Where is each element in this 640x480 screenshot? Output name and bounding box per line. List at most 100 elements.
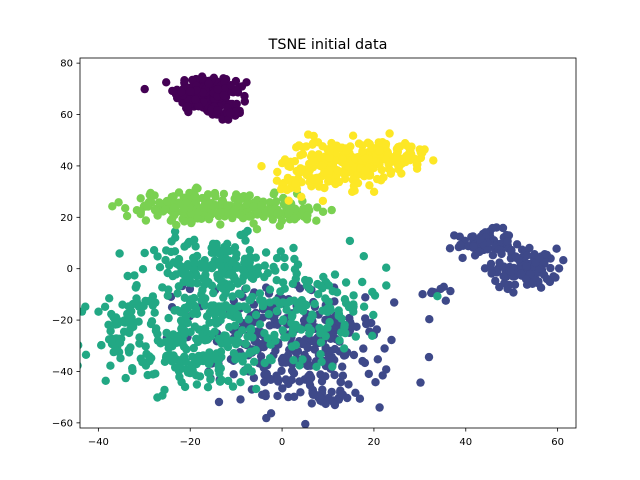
data-point: [272, 253, 282, 263]
data-point: [251, 253, 260, 262]
data-point: [296, 388, 305, 397]
data-point: [104, 320, 113, 329]
data-point: [293, 260, 303, 269]
y-tick-label: 40: [60, 161, 73, 172]
data-point: [381, 155, 391, 164]
data-point: [289, 392, 299, 401]
data-point: [208, 239, 218, 248]
data-point: [81, 350, 91, 359]
data-point: [198, 88, 208, 97]
data-point: [295, 361, 304, 370]
data-point: [339, 344, 349, 353]
data-point: [262, 413, 271, 423]
data-point: [106, 326, 115, 336]
data-point: [272, 276, 281, 285]
data-point: [382, 365, 391, 374]
data-point: [280, 262, 289, 272]
data-point: [367, 143, 376, 152]
data-point: [528, 279, 537, 288]
data-point: [228, 382, 238, 391]
x-tick-label: −40: [88, 437, 109, 448]
data-point: [495, 282, 504, 292]
data-point: [124, 318, 134, 327]
data-point: [174, 254, 184, 264]
data-point: [163, 291, 172, 300]
data-point: [287, 375, 296, 385]
data-point: [276, 247, 285, 256]
data-point: [298, 339, 307, 349]
data-point: [136, 207, 145, 216]
data-point: [191, 371, 201, 380]
data-point: [327, 387, 336, 397]
data-point: [211, 192, 220, 201]
data-point: [349, 350, 359, 360]
data-point: [308, 139, 318, 148]
data-point: [327, 138, 336, 148]
data-point: [284, 162, 293, 171]
data-point: [376, 176, 386, 185]
data-point: [255, 320, 265, 329]
data-point: [292, 269, 301, 278]
data-point: [121, 204, 130, 213]
data-point: [115, 249, 124, 258]
data-point: [169, 192, 178, 201]
data-point: [105, 294, 114, 303]
data-point: [155, 263, 165, 272]
data-point: [373, 355, 382, 364]
data-point: [325, 146, 335, 156]
data-point: [297, 325, 306, 334]
data-point: [106, 361, 115, 370]
data-point: [260, 261, 269, 270]
data-point: [168, 86, 177, 96]
data-point: [387, 335, 396, 345]
data-point: [258, 301, 268, 311]
data-point: [318, 284, 327, 293]
data-point: [349, 291, 358, 300]
data-point: [224, 376, 233, 386]
data-point: [394, 142, 403, 152]
data-point: [307, 399, 316, 408]
data-point: [280, 253, 289, 263]
data-point: [282, 185, 292, 195]
data-point: [263, 334, 272, 343]
data-point: [325, 153, 334, 162]
data-point: [162, 78, 171, 87]
data-point: [310, 175, 320, 184]
data-point: [251, 270, 260, 279]
data-point: [204, 277, 213, 287]
data-point: [251, 310, 261, 320]
data-point: [254, 263, 263, 272]
data-point: [364, 369, 373, 379]
data-point: [469, 242, 478, 251]
data-point: [124, 302, 133, 311]
data-point: [371, 378, 380, 387]
data-point: [298, 306, 308, 316]
data-point: [148, 301, 157, 310]
data-point: [100, 302, 110, 311]
data-point: [318, 207, 328, 216]
data-point: [149, 246, 159, 255]
data-point: [150, 308, 159, 317]
data-point: [340, 295, 350, 304]
data-point: [319, 272, 328, 282]
data-point: [242, 78, 251, 87]
data-point: [135, 333, 144, 342]
data-point: [234, 302, 244, 311]
data-point: [382, 263, 391, 272]
data-point: [298, 150, 308, 159]
data-point: [521, 275, 531, 284]
data-point: [225, 270, 234, 279]
data-point: [497, 249, 506, 259]
data-point: [499, 272, 508, 281]
data-point: [215, 249, 224, 258]
data-point: [425, 315, 434, 324]
data-point: [522, 262, 531, 271]
data-point: [358, 277, 367, 287]
data-point: [312, 362, 321, 371]
data-point: [321, 294, 330, 303]
data-point: [224, 115, 233, 124]
data-point: [360, 154, 370, 163]
data-point: [164, 337, 173, 347]
data-point: [542, 274, 552, 284]
data-point: [390, 298, 399, 307]
